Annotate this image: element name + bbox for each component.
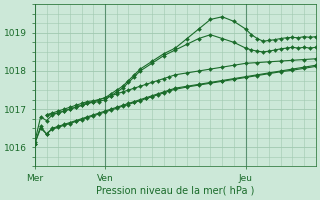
X-axis label: Pression niveau de la mer( hPa ): Pression niveau de la mer( hPa ) bbox=[96, 186, 254, 196]
